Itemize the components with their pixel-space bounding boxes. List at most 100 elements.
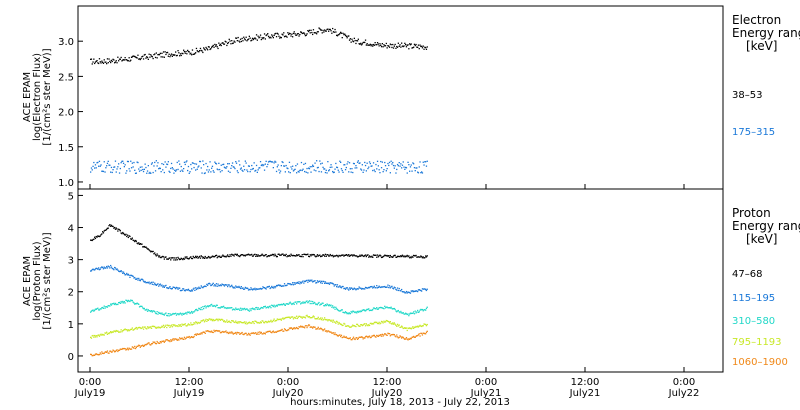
data-point: [150, 250, 153, 252]
data-point: [337, 286, 339, 288]
data-point: [292, 318, 295, 320]
data-point: [150, 172, 152, 174]
data-point: [154, 282, 156, 284]
data-point: [251, 332, 254, 334]
data-point: [189, 337, 191, 339]
data-point: [425, 256, 428, 258]
data-point: [356, 312, 358, 314]
data-point: [158, 256, 160, 258]
data-point: [176, 339, 178, 341]
data-point: [126, 272, 128, 275]
data-point: [122, 272, 124, 274]
data-point: [279, 318, 281, 321]
data-point: [191, 257, 194, 260]
data-point: [403, 337, 405, 340]
data-point: [138, 279, 141, 281]
data-point: [90, 58, 93, 60]
data-point: [251, 288, 253, 290]
data-point: [187, 289, 189, 291]
data-point: [413, 336, 416, 338]
data-point: [270, 254, 272, 256]
data-point: [397, 165, 399, 167]
data-point: [215, 329, 218, 332]
data-point: [353, 338, 355, 340]
data-point: [425, 333, 427, 335]
data-point: [402, 161, 404, 163]
data-point: [411, 47, 413, 49]
data-point: [340, 254, 343, 256]
data-point: [347, 312, 349, 314]
data-point: [163, 258, 165, 260]
data-point: [372, 308, 374, 311]
data-point: [373, 307, 375, 309]
data-point: [219, 319, 222, 321]
data-point: [133, 347, 135, 349]
data-point: [212, 331, 214, 334]
data-point: [138, 243, 141, 245]
data-point: [332, 321, 334, 323]
data-point: [170, 287, 172, 290]
x-tick-time-label: 0:00: [277, 377, 299, 388]
data-point: [266, 34, 268, 36]
data-point: [237, 321, 239, 323]
data-point: [356, 337, 358, 339]
data-point: [301, 281, 303, 283]
data-point: [381, 161, 383, 163]
data-point: [328, 319, 331, 321]
data-point: [356, 310, 359, 313]
data-point: [166, 339, 168, 341]
data-point: [306, 167, 308, 170]
data-point: [377, 322, 379, 325]
data-point: [375, 44, 377, 46]
data-point: [114, 160, 117, 162]
data-point: [136, 57, 138, 59]
data-point: [316, 254, 319, 256]
data-point: [225, 256, 227, 258]
data-point: [122, 330, 124, 332]
data-point: [195, 309, 197, 311]
data-point: [264, 320, 266, 323]
data-point: [189, 312, 191, 315]
data-point: [423, 257, 425, 259]
data-point: [351, 168, 353, 170]
data-point: [95, 335, 97, 337]
data-point: [281, 33, 283, 35]
data-point: [138, 58, 141, 60]
data-point: [260, 38, 262, 41]
data-point: [413, 254, 415, 257]
data-point: [255, 333, 258, 335]
data-point: [426, 46, 428, 48]
data-point: [207, 46, 210, 48]
data-point: [126, 300, 129, 303]
data-point: [370, 256, 372, 258]
data-point: [307, 281, 309, 283]
data-point: [194, 334, 196, 336]
data-point: [388, 307, 390, 309]
data-point: [146, 343, 149, 345]
data-point: [137, 243, 139, 245]
data-point: [259, 308, 261, 310]
data-point: [371, 165, 373, 167]
data-point: [173, 286, 175, 288]
data-point: [275, 256, 278, 258]
data-point: [326, 303, 328, 305]
data-point: [119, 167, 121, 170]
data-point: [298, 171, 300, 173]
data-point: [111, 60, 113, 63]
data-point: [104, 351, 106, 353]
data-point: [320, 303, 323, 305]
data-point: [315, 32, 317, 34]
data-point: [344, 311, 347, 313]
data-point: [188, 324, 190, 326]
data-point: [238, 40, 240, 42]
data-point: [353, 325, 355, 327]
data-point: [219, 168, 221, 171]
data-point: [110, 224, 113, 226]
data-point: [211, 330, 213, 332]
data-point: [296, 34, 298, 36]
data-point: [242, 333, 244, 335]
x-tick-date-label: July21: [569, 388, 601, 399]
data-point: [221, 170, 223, 172]
data-point: [338, 254, 340, 257]
